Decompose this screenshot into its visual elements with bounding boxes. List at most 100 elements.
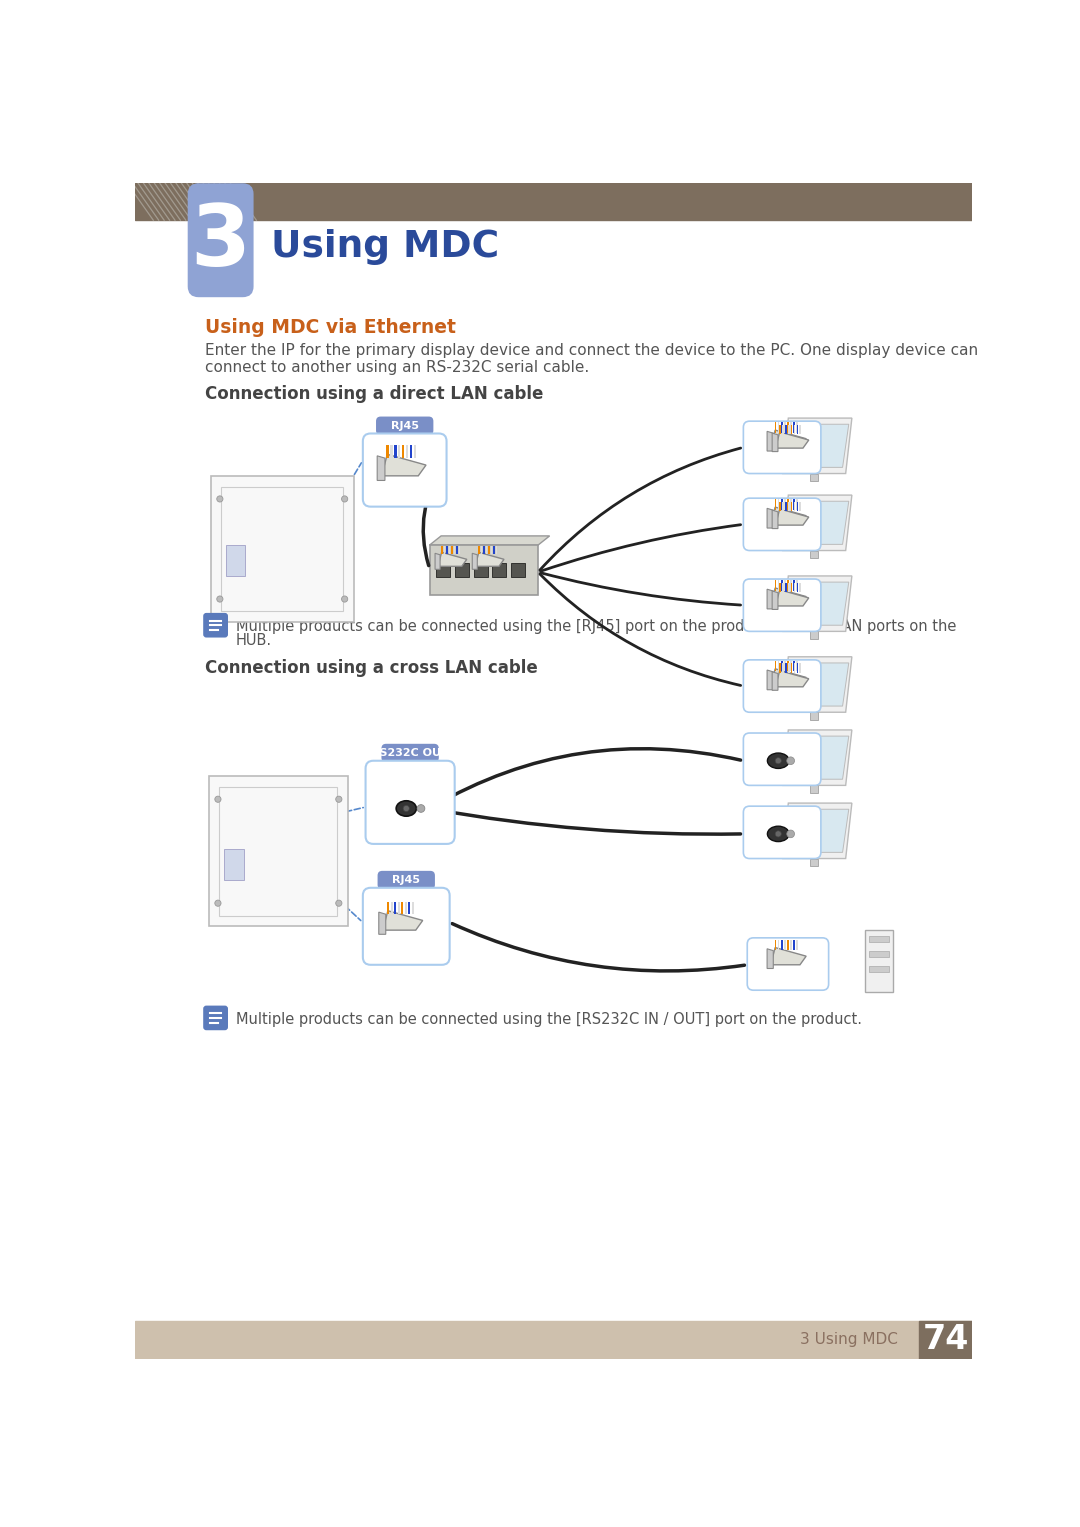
Text: 3 Using MDC: 3 Using MDC [800,1332,899,1347]
Bar [397,902,400,913]
Bar [774,423,777,432]
Polygon shape [383,454,426,476]
Bar [448,547,450,554]
Bar [226,545,245,576]
Bar [793,499,795,510]
Bar [787,939,788,950]
Bar [779,582,781,592]
Bar [787,663,789,673]
Polygon shape [782,576,852,631]
Bar [135,183,972,220]
Bar [778,423,780,432]
Bar [778,939,780,950]
Bar [779,663,781,673]
Polygon shape [772,948,806,965]
Bar [486,547,487,554]
Polygon shape [777,589,809,606]
Polygon shape [476,553,504,567]
Bar [511,563,525,577]
Polygon shape [377,457,384,481]
Bar [781,939,783,950]
Bar [394,444,396,458]
Circle shape [336,899,342,906]
Bar [810,473,818,481]
Bar [391,902,393,913]
FancyBboxPatch shape [363,434,446,507]
FancyBboxPatch shape [381,744,438,762]
Text: RJ45: RJ45 [392,875,420,886]
Bar [491,547,492,554]
Bar [399,444,401,458]
Text: RS232C OUT: RS232C OUT [372,748,449,757]
Bar [394,902,396,913]
Circle shape [215,796,221,802]
Bar [402,444,404,458]
Polygon shape [772,510,778,528]
Bar [481,547,483,554]
Bar [441,547,443,554]
Bar [869,951,889,957]
Text: 3: 3 [191,202,251,284]
Bar [454,547,455,554]
Polygon shape [384,910,422,930]
Polygon shape [788,425,849,467]
Bar [781,423,783,432]
Circle shape [786,757,795,765]
Polygon shape [767,670,773,690]
Bar [799,663,801,673]
Circle shape [417,805,424,812]
Bar [494,547,495,554]
Bar [135,1321,972,1359]
Ellipse shape [768,753,789,768]
Polygon shape [782,495,852,551]
Bar [810,631,818,640]
Bar [459,547,460,554]
Polygon shape [767,431,773,450]
Text: Enter the IP for the primary display device and connect the device to the PC. On: Enter the IP for the primary display dev… [205,342,977,357]
FancyBboxPatch shape [743,579,821,631]
Text: Multiple products can be connected using the [RS232C IN / OUT] port on the produ: Multiple products can be connected using… [235,1012,862,1026]
Bar [787,502,789,512]
Text: Using MDC: Using MDC [271,229,499,266]
Text: HUB.: HUB. [235,632,272,647]
Polygon shape [772,591,778,609]
FancyBboxPatch shape [743,660,821,712]
Polygon shape [777,508,809,525]
Bar [387,902,389,913]
Text: Multiple products can be connected using the [RJ45] port on the product and the : Multiple products can be connected using… [235,618,956,634]
Polygon shape [777,670,809,687]
Bar [478,547,480,554]
Circle shape [786,831,795,838]
Bar [797,502,798,512]
FancyBboxPatch shape [743,733,821,785]
Bar [430,545,538,596]
Polygon shape [782,657,852,712]
Bar [810,858,818,866]
Bar [456,547,458,554]
Bar [444,547,445,554]
Bar [484,547,485,554]
FancyBboxPatch shape [747,938,828,989]
Bar [405,902,407,913]
Bar [794,582,795,592]
Bar [451,547,453,554]
Polygon shape [782,803,852,858]
Polygon shape [767,589,773,609]
Bar [784,661,785,672]
Bar [787,661,788,672]
Polygon shape [772,669,806,686]
Circle shape [217,496,222,502]
Bar [797,425,798,434]
Polygon shape [788,582,849,625]
Bar [782,582,784,592]
Bar [791,582,793,592]
Bar [411,902,414,913]
Bar [208,776,348,927]
Bar [436,563,450,577]
Bar [211,476,354,621]
FancyBboxPatch shape [203,612,228,638]
FancyBboxPatch shape [378,870,435,889]
Circle shape [336,796,342,802]
Bar [221,487,343,611]
Polygon shape [772,431,806,447]
